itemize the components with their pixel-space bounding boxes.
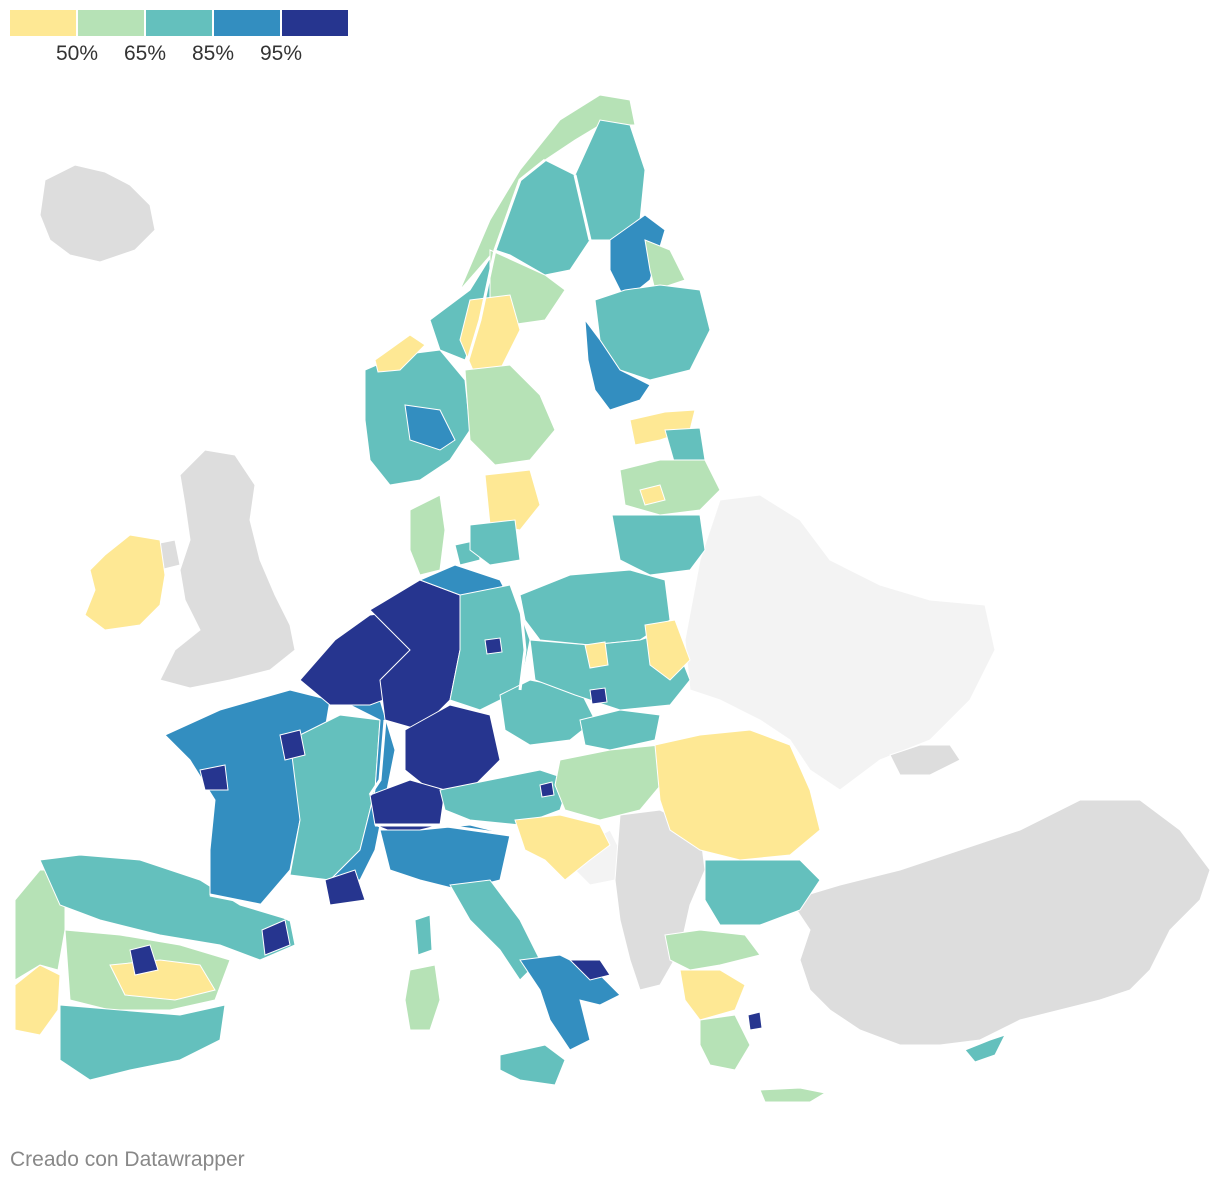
region-vienna: [539, 781, 555, 798]
region-finland-south: [584, 318, 651, 411]
legend-labels: 50% 65% 85% 95%: [10, 36, 350, 66]
region-croatia: [514, 814, 611, 881]
legend-swatch-3: [146, 10, 212, 36]
region-puglia: [568, 959, 611, 981]
legend-swatches: [10, 10, 350, 36]
region-iceland: [39, 164, 156, 263]
no-data-countries: [39, 164, 1211, 1046]
legend-label-95: 95%: [259, 42, 303, 65]
region-provence: [324, 869, 366, 906]
legend-label-85: 85%: [191, 42, 235, 65]
region-sweden-central: [464, 364, 556, 466]
region-greece-south: [699, 1014, 751, 1071]
legend-swatch-1: [10, 10, 76, 36]
region-ukraine-belarus: [684, 494, 996, 791]
region-nantes: [199, 764, 229, 791]
region-norway-west: [374, 334, 426, 373]
region-poland-central: [584, 641, 609, 669]
region-sicily: [499, 1044, 566, 1086]
region-cyprus: [964, 1034, 1006, 1063]
region-poland-east: [644, 619, 691, 681]
region-bulgaria: [704, 859, 821, 926]
border-france-spain: [209, 893, 291, 922]
region-crimea: [889, 744, 961, 776]
country-borders: [209, 158, 592, 922]
border-sweden-finland: [573, 174, 592, 241]
datawrapper-credit: Creado con Datawrapper: [10, 1148, 245, 1171]
region-kainuu: [644, 239, 686, 291]
region-finland-east-north: [609, 214, 666, 301]
region-riga: [639, 484, 666, 506]
region-great-britain: [159, 449, 296, 689]
region-barcelona: [261, 919, 291, 956]
region-france-east: [328, 699, 396, 881]
region-lithuania: [611, 514, 706, 576]
border-germany-poland: [518, 599, 527, 691]
region-paris: [279, 729, 306, 761]
region-finland-north: [574, 119, 646, 241]
region-turkey: [789, 799, 1211, 1046]
region-oslo: [404, 404, 456, 451]
region-sweden-south: [484, 469, 541, 531]
region-sardinia: [404, 964, 441, 1031]
border-france-germany: [368, 719, 387, 796]
region-corsica: [414, 914, 433, 956]
region-greece-central: [679, 969, 746, 1021]
legend-label-50: 50%: [55, 42, 99, 65]
region-italy-north: [379, 824, 511, 891]
legend-label-65: 65%: [123, 42, 167, 65]
region-austria: [439, 769, 571, 826]
legend-swatch-4: [214, 10, 280, 36]
region-skane: [469, 519, 521, 566]
region-estonia-east: [664, 427, 706, 466]
data-regions: [14, 94, 1006, 1103]
region-denmark: [409, 494, 446, 576]
region-latvia: [619, 459, 721, 516]
region-spain-north: [39, 854, 296, 961]
region-madrid: [129, 944, 159, 976]
region-bavaria: [404, 704, 501, 791]
border-alps: [375, 823, 511, 837]
region-sweden-mid: [459, 294, 521, 376]
region-crete: [759, 1087, 827, 1103]
region-spain-south: [59, 1004, 226, 1081]
region-attica: [747, 1011, 763, 1031]
border-norway-sweden: [463, 158, 546, 371]
region-prague: [589, 687, 608, 705]
region-greece-north: [664, 929, 761, 971]
region-spain-la-mancha: [109, 959, 216, 1001]
region-berlin: [484, 637, 503, 655]
legend-swatch-5: [282, 10, 348, 36]
region-ireland: [84, 534, 166, 631]
legend-swatch-2: [78, 10, 144, 36]
region-romania: [654, 729, 821, 861]
region-hungary: [554, 744, 666, 821]
color-legend: 50% 65% 85% 95%: [10, 10, 350, 66]
